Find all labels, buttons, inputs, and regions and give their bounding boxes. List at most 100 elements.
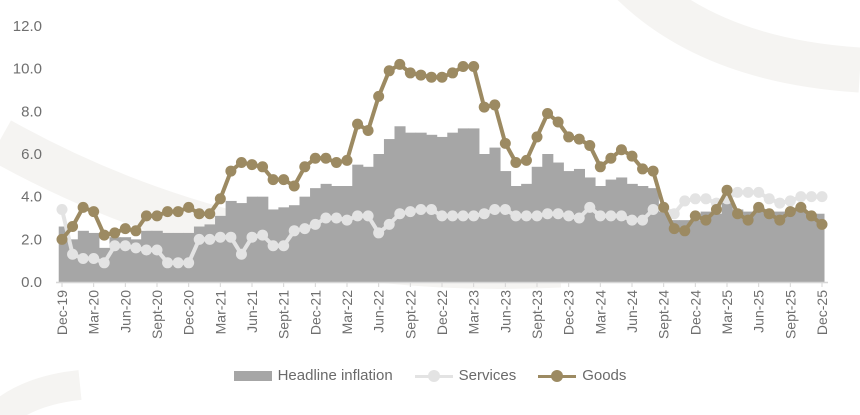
data-point-marker <box>373 227 385 239</box>
headline-bar <box>299 196 311 282</box>
x-tick-label: Jun-25 <box>751 290 767 333</box>
headline-bar <box>584 177 596 282</box>
headline-bar <box>130 239 142 282</box>
headline-bar <box>310 188 322 282</box>
headline-bar <box>394 126 406 283</box>
headline-bar <box>457 128 469 282</box>
data-point-marker <box>235 157 247 169</box>
data-point-marker <box>98 257 110 269</box>
data-point-marker <box>172 257 184 269</box>
data-point-marker <box>130 225 142 237</box>
data-point-marker <box>584 139 596 151</box>
headline-bar <box>774 211 786 282</box>
headline-bar <box>679 220 691 282</box>
data-point-marker <box>668 223 680 235</box>
data-point-marker <box>193 233 205 245</box>
y-tick-label: 4.0 <box>21 189 42 206</box>
x-tick-label: Sept-21 <box>276 290 292 339</box>
data-point-marker <box>689 193 701 205</box>
data-point-marker <box>542 208 554 220</box>
services-series <box>56 186 828 269</box>
data-point-marker <box>552 208 564 220</box>
data-point-marker <box>605 210 617 222</box>
x-tick-label: Mar-20 <box>86 290 102 335</box>
data-point-marker <box>805 191 817 203</box>
legend-item-services: Services <box>414 367 516 384</box>
data-point-marker <box>637 214 649 226</box>
headline-bar <box>320 183 332 282</box>
data-point-marker <box>204 233 216 245</box>
data-point-marker <box>732 186 744 198</box>
data-point-marker <box>56 233 68 245</box>
data-point-marker <box>67 221 79 233</box>
x-tick-label: Dec-24 <box>687 290 703 335</box>
data-point-marker <box>605 152 617 164</box>
data-point-marker <box>573 133 585 145</box>
headline-bar <box>647 188 659 282</box>
data-point-marker <box>668 208 680 220</box>
data-point-marker <box>246 159 258 171</box>
data-point-marker <box>235 248 247 260</box>
data-point-marker <box>700 193 712 205</box>
x-tick-label: Jun-23 <box>497 290 513 333</box>
headline-bar <box>690 220 702 282</box>
headline-bar <box>595 186 607 282</box>
headline-bar <box>616 177 628 282</box>
data-point-marker <box>309 152 321 164</box>
data-point-marker <box>795 201 807 213</box>
legend-item-goods: Goods <box>538 367 626 384</box>
headline-bar <box>732 209 744 282</box>
headline-bar <box>637 186 649 282</box>
x-tick-label: Dec-21 <box>307 290 323 335</box>
data-point-marker <box>362 125 374 137</box>
data-point-marker <box>162 206 174 218</box>
data-point-marker <box>478 208 490 220</box>
data-point-marker <box>753 186 765 198</box>
data-point-marker <box>626 214 638 226</box>
data-point-marker <box>626 150 638 162</box>
data-point-marker <box>151 244 163 256</box>
x-tick-label: Sept-23 <box>529 290 545 339</box>
data-point-marker <box>615 144 627 156</box>
data-point-marker <box>742 186 754 198</box>
headline-bar <box>626 183 638 282</box>
data-point-marker <box>341 154 353 166</box>
data-point-marker <box>499 203 511 215</box>
data-point-marker <box>193 208 205 220</box>
x-tick-label: Sept-20 <box>149 290 165 339</box>
data-point-marker <box>520 210 532 222</box>
data-point-marker <box>415 69 427 81</box>
data-point-marker <box>183 201 195 213</box>
headline-bar <box>436 136 448 282</box>
data-point-marker <box>774 214 786 226</box>
data-point-marker <box>647 203 659 215</box>
data-point-marker <box>77 201 89 213</box>
x-tick-label: Jun-22 <box>371 290 387 333</box>
data-point-marker <box>394 208 406 220</box>
data-point-marker <box>88 253 100 265</box>
headline-bar <box>605 179 617 282</box>
headline-bar <box>711 213 723 282</box>
data-point-marker <box>679 225 691 237</box>
data-point-marker <box>299 161 311 173</box>
data-point-marker <box>552 116 564 128</box>
data-point-marker <box>425 203 437 215</box>
data-point-marker <box>267 240 279 252</box>
data-point-marker <box>299 223 311 235</box>
data-point-marker <box>447 67 459 79</box>
headline-bar <box>67 239 79 282</box>
headline-bar <box>141 230 153 282</box>
data-point-marker <box>162 257 174 269</box>
data-point-marker <box>172 206 184 218</box>
x-tick-label: Sept-22 <box>402 290 418 339</box>
headline-bar <box>288 205 300 282</box>
data-point-marker <box>436 210 448 222</box>
data-point-marker <box>563 210 575 222</box>
data-point-marker <box>732 208 744 220</box>
data-point-marker <box>637 163 649 175</box>
data-point-marker <box>320 212 332 224</box>
data-point-marker <box>109 240 121 252</box>
headline-bar <box>658 211 670 282</box>
data-point-marker <box>520 154 532 166</box>
headline-bar <box>204 224 216 282</box>
